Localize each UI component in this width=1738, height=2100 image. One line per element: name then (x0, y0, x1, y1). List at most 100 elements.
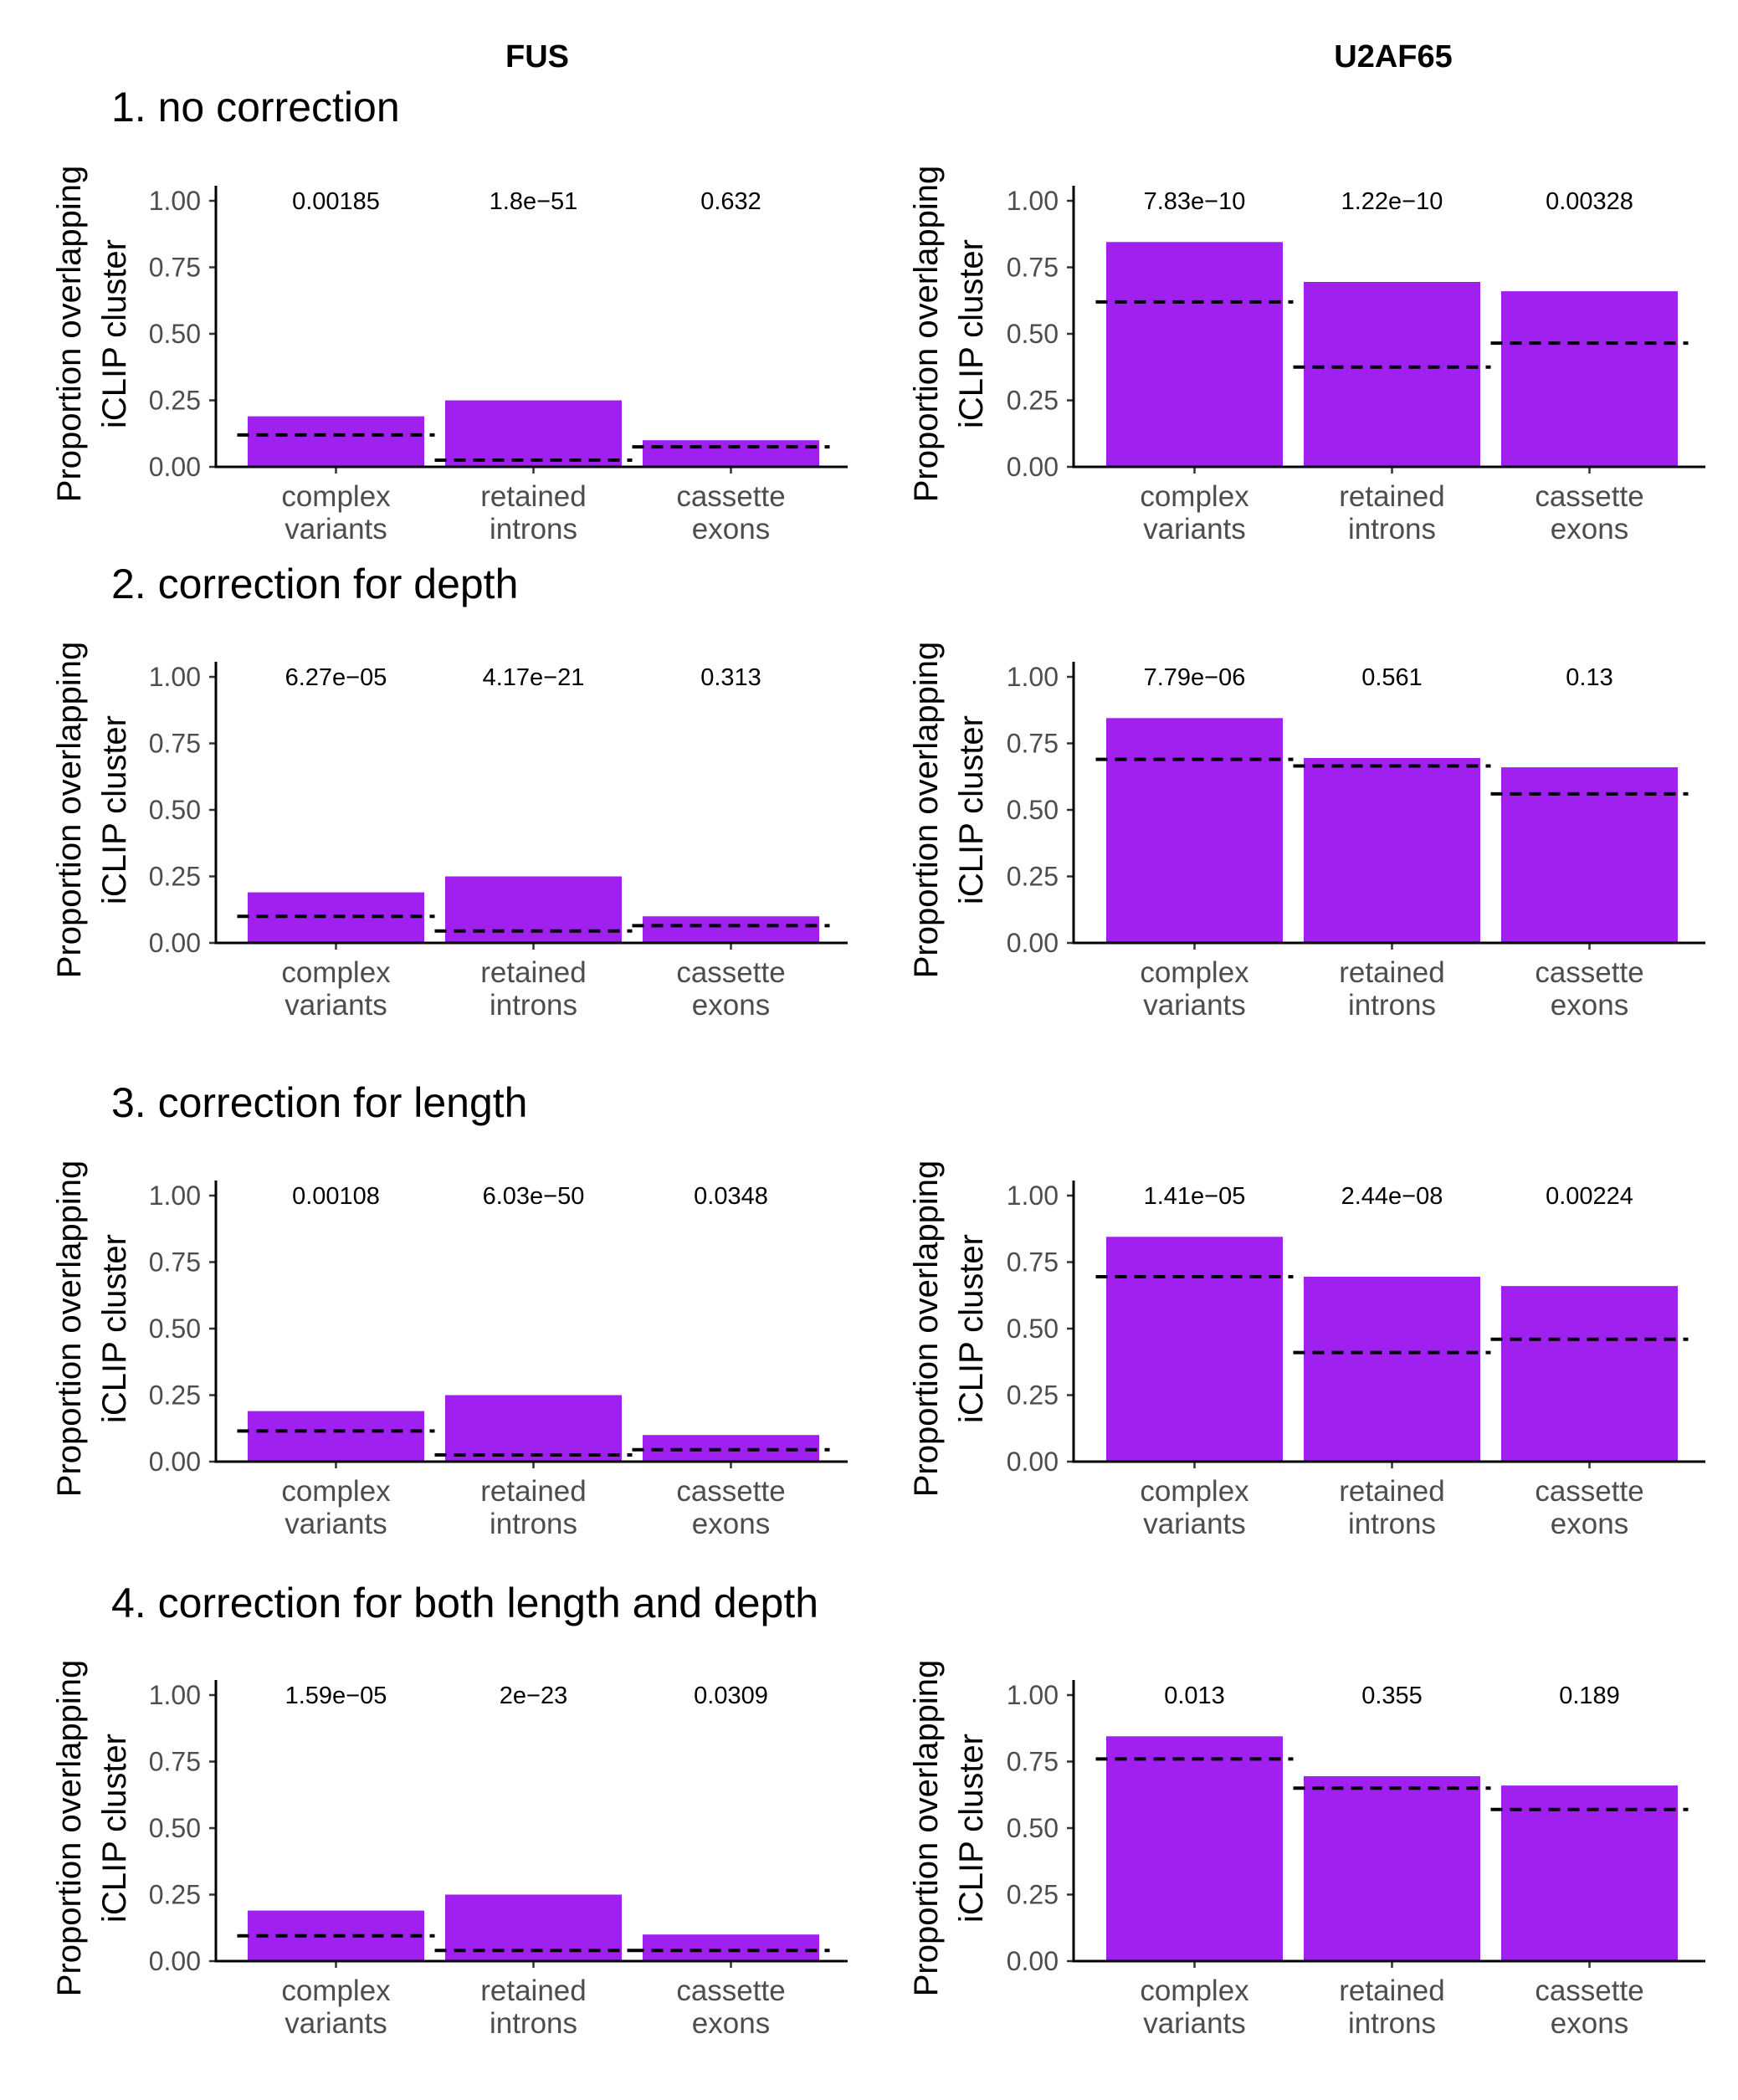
column-title-fus: FUS (505, 39, 569, 74)
x-tick-label-line1: retained (480, 1975, 586, 2007)
p-value-label: 7.79e−06 (1144, 664, 1246, 691)
y-axis-label-line2: iCLIP cluster (96, 1734, 133, 1923)
x-tick-label-line1: retained (1339, 956, 1444, 989)
x-tick-label-line1: retained (480, 956, 586, 989)
bar (1304, 1276, 1480, 1462)
p-value-label: 0.00185 (292, 188, 380, 215)
x-tick-label-line1: cassette (1535, 480, 1643, 513)
y-axis-label-line1: Proportion overlapping (908, 642, 945, 978)
y-tick-label: 0.75 (1007, 1247, 1059, 1278)
x-tick-label-line1: cassette (1535, 1975, 1643, 2007)
x-tick-label-line2: exons (692, 513, 770, 545)
x-tick-label-line2: introns (1348, 1508, 1436, 1540)
y-tick-label: 0.00 (1007, 1946, 1059, 1976)
y-tick-label: 0.75 (1007, 729, 1059, 759)
p-value-label: 0.00224 (1546, 1183, 1633, 1210)
bar (643, 916, 819, 943)
x-tick-label-line1: complex (281, 1475, 391, 1508)
y-axis-label-line1: Proportion overlapping (51, 1160, 88, 1497)
x-tick-label-line1: complex (281, 480, 391, 513)
x-tick-label-line2: variants (1143, 513, 1246, 545)
y-tick-label: 0.25 (1007, 1880, 1059, 1910)
y-tick-label: 0.75 (149, 1747, 201, 1777)
y-tick-label: 0.75 (149, 1247, 201, 1278)
x-tick-label-line1: cassette (676, 1475, 785, 1508)
bar (643, 440, 819, 467)
bar (248, 1411, 424, 1462)
x-tick-label-line2: introns (490, 2007, 577, 2040)
y-tick-label: 0.50 (1007, 795, 1059, 825)
x-tick-label-line1: cassette (676, 956, 785, 989)
x-tick-label-line1: cassette (676, 480, 785, 513)
y-tick-label: 0.50 (149, 1314, 201, 1344)
y-tick-label: 0.75 (1007, 253, 1059, 283)
y-axis-label-line2: iCLIP cluster (953, 239, 990, 428)
y-tick-label: 0.25 (1007, 862, 1059, 892)
x-tick-label-line1: cassette (1535, 1475, 1643, 1508)
bar (248, 416, 424, 467)
row-title-length-depth: 4. correction for both length and depth (111, 1580, 818, 1626)
x-tick-label-line2: exons (1551, 513, 1628, 545)
y-axis-label-line2: iCLIP cluster (953, 1734, 990, 1923)
x-tick-label-line2: exons (1551, 2007, 1628, 2040)
bar (1501, 1785, 1678, 1961)
y-axis-label-line2: iCLIP cluster (96, 1234, 133, 1423)
y-tick-label: 0.00 (1007, 1447, 1059, 1477)
x-tick-label-line2: variants (1143, 989, 1246, 1022)
p-value-label: 0.00328 (1546, 188, 1633, 215)
x-tick-label-line1: retained (1339, 480, 1444, 513)
y-tick-label: 0.75 (1007, 1747, 1059, 1777)
y-tick-label: 0.50 (149, 319, 201, 349)
p-value-label: 0.13 (1566, 664, 1612, 691)
x-tick-label-line1: retained (480, 1475, 586, 1508)
p-value-label: 1.8e−51 (490, 188, 578, 215)
x-tick-label-line1: retained (1339, 1475, 1444, 1508)
y-axis-label-line2: iCLIP cluster (953, 1234, 990, 1423)
y-axis-label-line2: iCLIP cluster (96, 715, 133, 904)
x-tick-label-line2: variants (1143, 1508, 1246, 1540)
x-tick-label-line1: cassette (676, 1975, 785, 2007)
y-tick-label: 1.00 (149, 186, 201, 216)
x-tick-label-line2: introns (1348, 2007, 1436, 2040)
x-tick-label-line2: variants (285, 513, 387, 545)
y-tick-label: 1.00 (1007, 1680, 1059, 1710)
bar (445, 876, 622, 943)
p-value-label: 0.00108 (292, 1183, 380, 1210)
bar (1501, 291, 1678, 467)
y-tick-label: 0.25 (149, 386, 201, 416)
p-value-label: 4.17e−21 (483, 664, 585, 691)
x-tick-label-line1: complex (1140, 1475, 1249, 1508)
bar (1106, 718, 1283, 943)
p-value-label: 0.0309 (694, 1683, 768, 1709)
bar (445, 1395, 622, 1462)
x-tick-label-line1: complex (1140, 956, 1249, 989)
y-tick-label: 0.25 (149, 1380, 201, 1411)
x-tick-label-line1: complex (1140, 480, 1249, 513)
y-tick-label: 0.00 (149, 452, 201, 482)
bar (1106, 1736, 1283, 1961)
y-tick-label: 0.00 (1007, 928, 1059, 958)
y-tick-label: 0.00 (149, 1946, 201, 1976)
y-tick-label: 1.00 (149, 1680, 201, 1710)
y-tick-label: 0.00 (149, 1447, 201, 1477)
p-value-label: 6.27e−05 (285, 664, 387, 691)
y-tick-label: 0.50 (149, 1813, 201, 1843)
y-axis-label-line1: Proportion overlapping (51, 642, 88, 978)
p-value-label: 0.0348 (694, 1183, 768, 1210)
x-tick-label-line1: complex (281, 956, 391, 989)
y-tick-label: 0.25 (149, 862, 201, 892)
y-tick-label: 1.00 (1007, 662, 1059, 692)
y-tick-label: 0.50 (1007, 1314, 1059, 1344)
y-tick-label: 1.00 (1007, 1181, 1059, 1211)
y-tick-label: 0.25 (1007, 1380, 1059, 1411)
x-tick-label-line2: exons (692, 989, 770, 1022)
p-value-label: 2.44e−08 (1341, 1183, 1443, 1210)
p-value-label: 2e−23 (500, 1683, 567, 1709)
y-tick-label: 0.00 (149, 928, 201, 958)
x-tick-label-line2: exons (1551, 1508, 1628, 1540)
bar (1304, 1775, 1480, 1961)
bar (1501, 767, 1678, 943)
column-title-u2af65: U2AF65 (1334, 39, 1453, 74)
y-tick-label: 0.25 (149, 1880, 201, 1910)
